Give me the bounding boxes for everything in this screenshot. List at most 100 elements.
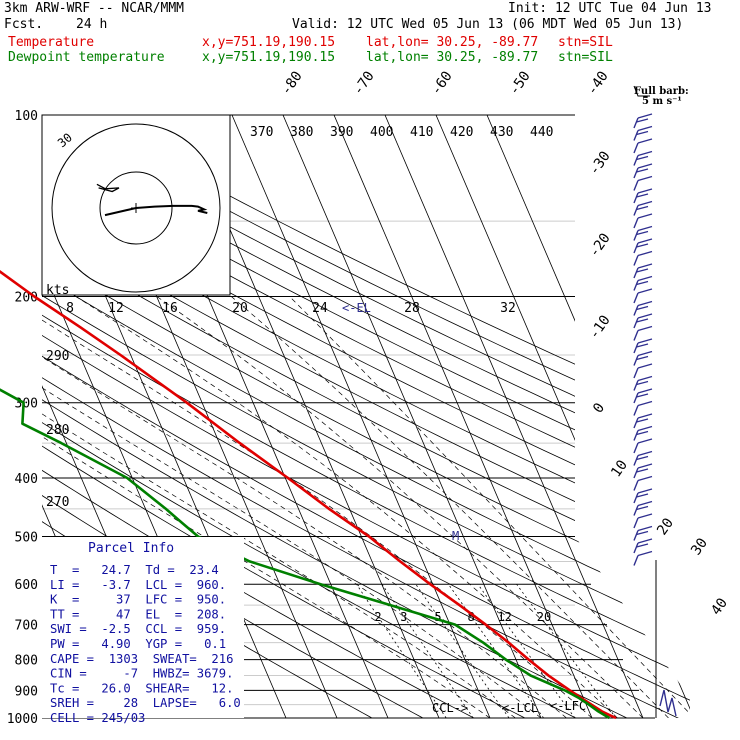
wind-barb [633, 217, 639, 229]
isotherm-label: 0 [590, 400, 608, 416]
wind-barb-feather [636, 493, 649, 498]
hodograph-ring-outer [51, 123, 221, 293]
wind-barb-feather [637, 475, 653, 482]
wind-barb [633, 292, 639, 304]
hodograph-speed-tick: 32 [500, 301, 516, 316]
parcel-info-row: CELL = 245/03 [50, 711, 145, 725]
lfc-marker: <-LFC [550, 699, 586, 713]
dry-adiabat-line [42, 115, 690, 718]
wind-barb [633, 455, 639, 466]
wind-barb-feather [636, 468, 649, 473]
wind-barb-feather [637, 113, 653, 119]
wind-barb [633, 155, 639, 166]
wind-barb [633, 417, 639, 429]
dry-adiabat-line [42, 115, 690, 718]
wind-barb [633, 192, 639, 204]
theta-side-label: 280 [46, 423, 69, 438]
wind-barb-feather [636, 380, 649, 386]
wind-barb-feather [637, 425, 653, 432]
isotherm-line [384, 115, 644, 718]
wind-barb-feather [636, 355, 649, 361]
wind-barb [633, 342, 639, 354]
wind-barb-feather [637, 525, 653, 532]
wind-barb [633, 467, 639, 479]
el-marker: <-EL [342, 301, 371, 315]
wind-barb-feather [636, 118, 649, 123]
dry-adiabat-line [42, 115, 690, 718]
isotherm-label: -70 [350, 68, 378, 98]
wind-barb-feather [637, 138, 653, 144]
mixing-ratio-label: 2 [374, 610, 381, 624]
wind-barb-feather [637, 400, 653, 407]
isotherm-label: -10 [586, 312, 614, 342]
wind-barb [633, 280, 639, 291]
wind-barb-feather [636, 268, 649, 273]
theta-label: 430 [490, 125, 513, 140]
wind-barb-feather [637, 175, 653, 182]
parcel-info-row: Tc = 26.0 SHEAR= 12. [50, 681, 233, 695]
wind-barb [633, 255, 639, 266]
wind-barb [633, 267, 639, 279]
wind-barb [633, 205, 639, 216]
dry-adiabat-line [42, 115, 690, 718]
mixing-ratio-label: 5 [434, 610, 441, 624]
hodograph-speed-tick: 8 [66, 301, 74, 316]
wind-barb [633, 442, 639, 454]
wind-barb [633, 230, 639, 241]
mixing-ratio-line [381, 583, 474, 718]
wind-barb-feather [636, 280, 649, 286]
mixing-ratio-label: 12 [497, 610, 511, 624]
theta-label: 440 [530, 125, 553, 140]
wind-barb-feather [636, 205, 649, 211]
mixing-ratio-line [477, 583, 576, 718]
wind-barb [633, 480, 639, 491]
wind-barb-feather [636, 430, 649, 436]
isobar-label: 1000 [7, 712, 38, 727]
hodograph-speed-tick: 12 [108, 301, 124, 316]
wind-barb-feather [637, 188, 653, 194]
temperature-legend: Temperature [8, 35, 95, 50]
ccl-marker: CCL-> [432, 701, 468, 715]
wind-barb [633, 117, 639, 129]
temperature-station: stn=SIL [558, 35, 613, 50]
theta-label: 400 [370, 125, 393, 140]
isotherm-label: -40 [584, 68, 612, 98]
moist-adiabat-line [42, 296, 491, 718]
dry-adiabat-line [42, 115, 690, 718]
wind-barb-feather [637, 375, 653, 382]
isotherm-line [333, 115, 593, 718]
wind-barb-feather [637, 350, 653, 357]
wind-barbs: Full barb:5 m s⁻¹ [633, 85, 689, 718]
isobar-label: 100 [15, 109, 38, 124]
wind-barb-feather [637, 213, 653, 219]
wind-barb [633, 167, 639, 179]
theta-label: 420 [450, 125, 473, 140]
isotherm-label: -30 [586, 148, 614, 178]
isobar-label: 500 [15, 530, 38, 545]
dry-adiabat-line [42, 115, 690, 718]
dewpoint-xy: x,y=751.19,190.15 [202, 50, 336, 65]
sounding-traces [0, 270, 617, 720]
wind-barb-feather [637, 238, 653, 244]
isotherm-label: -50 [506, 68, 534, 98]
parcel-info-row: CIN = -7 HWBZ= 3679. [50, 667, 233, 681]
wind-barb-feather [636, 455, 649, 461]
parcel-info-background [42, 537, 244, 718]
wind-barb-feather [637, 163, 653, 169]
forecast-hours: 24 h [76, 17, 108, 32]
theta-label: 410 [410, 125, 433, 140]
valid-time: Valid: 12 UTC Wed 05 Jun 13 (06 MDT Wed … [292, 17, 684, 32]
wind-barb-feather [636, 155, 649, 161]
wind-barb-feather [637, 363, 653, 369]
hodograph-speed-tick: 16 [162, 301, 178, 316]
parcel-info-row: SREH = 28 LAPSE= 6.0 [50, 696, 241, 710]
dewpoint-legend: Dewpoint temperature [8, 50, 165, 65]
wind-barb-feather [637, 500, 653, 507]
barb-legend-line2: 5 m s⁻¹ [642, 96, 682, 107]
wind-barb [633, 530, 639, 541]
wind-barb-feather [636, 543, 649, 548]
hodograph-kts-label: kts [46, 283, 69, 298]
wind-barb-feather [636, 243, 649, 248]
